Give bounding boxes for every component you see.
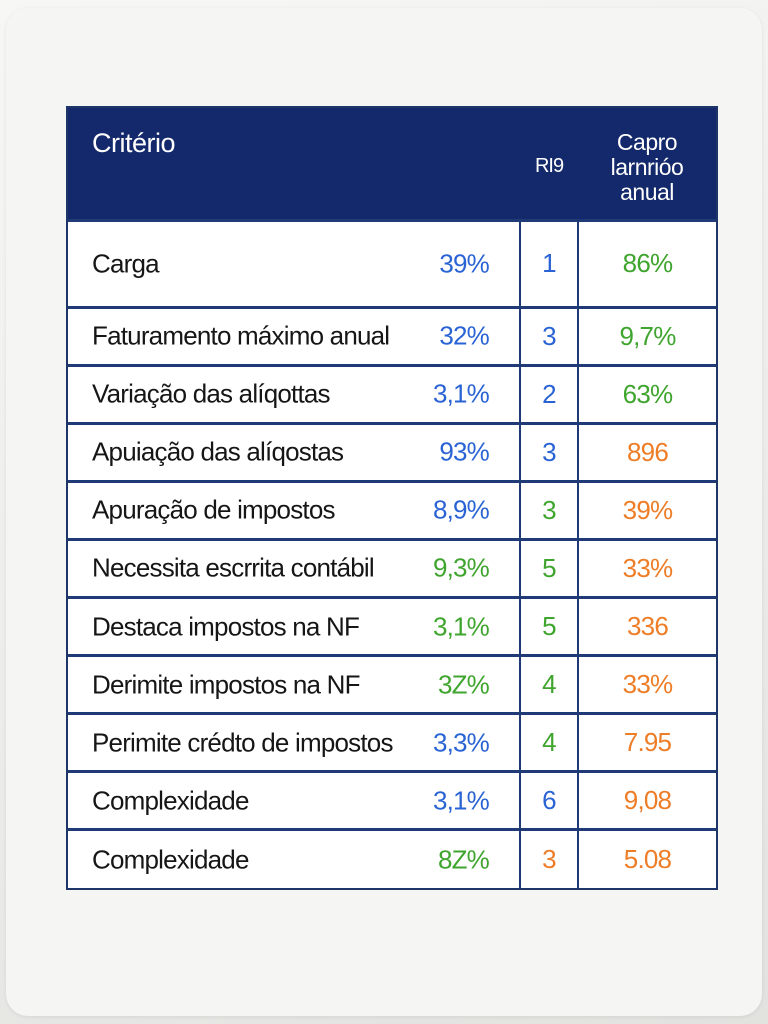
header-capro-line3: anual [620, 178, 674, 205]
header-capro: Capro larnrióo anual [578, 108, 716, 220]
criterio-label: Destaca impostos na NF [92, 611, 360, 642]
capro-value: 5.08 [578, 828, 716, 888]
capro-value: 896 [578, 421, 716, 482]
criterio-percent: 32% [439, 320, 489, 351]
rig-value: 4 [520, 712, 579, 772]
criterio-percent: 3,1% [432, 785, 490, 816]
rig-value: 5 [520, 596, 579, 656]
criterio-label: Derimite impostos na NF [92, 669, 360, 700]
criterio-label: Variação das alíqottas [92, 378, 331, 409]
rig-value: 3 [520, 828, 579, 888]
capro-value: 86% [578, 218, 716, 308]
rig-value: 3 [520, 479, 579, 540]
header-rig: RI9 [520, 108, 578, 220]
capro-value: 336 [578, 596, 716, 656]
capro-value: 33% [578, 537, 716, 598]
criterio-percent: 3Z% [437, 669, 490, 700]
table-header-row: Critério RI9 Capro larnrióo anual [68, 108, 716, 220]
criterio-cell: Destaca impostos na NF 3,1% [68, 596, 521, 656]
criterio-cell: Necessita escrrita contábil 9,3% [68, 537, 521, 598]
table-row: Carga 39% 1 86% [68, 218, 716, 308]
criterio-percent: 9,3% [432, 552, 490, 583]
table-row: Perimite crédto de impostos 3,3% 4 7.95 [68, 712, 716, 772]
criterio-label: Apuração de impostos [92, 494, 336, 525]
capro-value: 9,7% [578, 305, 716, 366]
criterio-percent: 93% [439, 436, 489, 467]
rig-value: 3 [520, 421, 579, 482]
criterio-cell: Derimite impostos na NF 3Z% [68, 654, 521, 714]
table-row: Variação das alíqottas 3,1% 2 63% [68, 363, 716, 424]
table-row: Complexidade 8Z% 3 5.08 [68, 828, 716, 888]
comparison-table-grid: Critério RI9 Capro larnrióo anual Carga … [68, 108, 716, 888]
rig-value: 3 [520, 305, 579, 366]
criterio-cell: Apuração de impostos 8,9% [68, 479, 521, 540]
criterio-label: Necessita escrrita contábil [92, 552, 375, 583]
rig-value: 6 [520, 770, 579, 830]
criterio-cell: Faturamento máximo anual 32% [68, 305, 521, 366]
comparison-table: Critério RI9 Capro larnrióo anual Carga … [66, 106, 718, 890]
header-capro-line1: Capro [616, 128, 678, 155]
rig-value: 5 [520, 537, 579, 598]
capro-value: 63% [578, 363, 716, 424]
capro-value: 9,08 [578, 770, 716, 830]
table-row: Destaca impostos na NF 3,1% 5 336 [68, 596, 716, 656]
criterio-percent: 8Z% [437, 844, 490, 875]
criterio-label: Complexidade [92, 785, 249, 816]
capro-value: 39% [578, 479, 716, 540]
criterio-cell: Carga 39% [68, 218, 521, 308]
card-background: Critério RI9 Capro larnrióo anual Carga … [6, 8, 762, 1016]
criterio-label: Faturamento máximo anual [92, 320, 390, 351]
criterio-percent: 3,1% [432, 378, 490, 409]
criterio-label: Complexidade [92, 844, 249, 875]
criterio-label: Apuiação das alíqostas [92, 436, 344, 467]
rig-value: 2 [520, 363, 579, 424]
criterio-cell: Apuiação das alíqostas 93% [68, 421, 521, 482]
criterio-cell: Complexidade 8Z% [68, 828, 521, 888]
rig-value: 1 [520, 218, 579, 308]
rig-value: 4 [520, 654, 579, 714]
criterio-percent: 8,9% [432, 494, 490, 525]
criterio-cell: Complexidade 3,1% [68, 770, 521, 830]
table-row: Apuiação das alíqostas 93% 3 896 [68, 421, 716, 482]
criterio-cell: Perimite crédto de impostos 3,3% [68, 712, 521, 772]
capro-value: 33% [578, 654, 716, 714]
table-row: Faturamento máximo anual 32% 3 9,7% [68, 305, 716, 366]
table-row: Derimite impostos na NF 3Z% 4 33% [68, 654, 716, 714]
criterio-cell: Variação das alíqottas 3,1% [68, 363, 521, 424]
table-row: Necessita escrrita contábil 9,3% 5 33% [68, 537, 716, 598]
criterio-percent: 3,3% [432, 727, 490, 758]
capro-value: 7.95 [578, 712, 716, 772]
criterio-percent: 39% [439, 248, 489, 279]
table-row: Apuração de impostos 8,9% 3 39% [68, 479, 716, 540]
criterio-label: Carga [92, 248, 160, 279]
criterio-percent: 3,1% [432, 611, 490, 642]
table-row: Complexidade 3,1% 6 9,08 [68, 770, 716, 830]
header-criterio: Critério [68, 108, 520, 220]
criterio-label: Perimite crédto de impostos [92, 727, 393, 758]
header-capro-line2: larnrióo [610, 153, 684, 180]
